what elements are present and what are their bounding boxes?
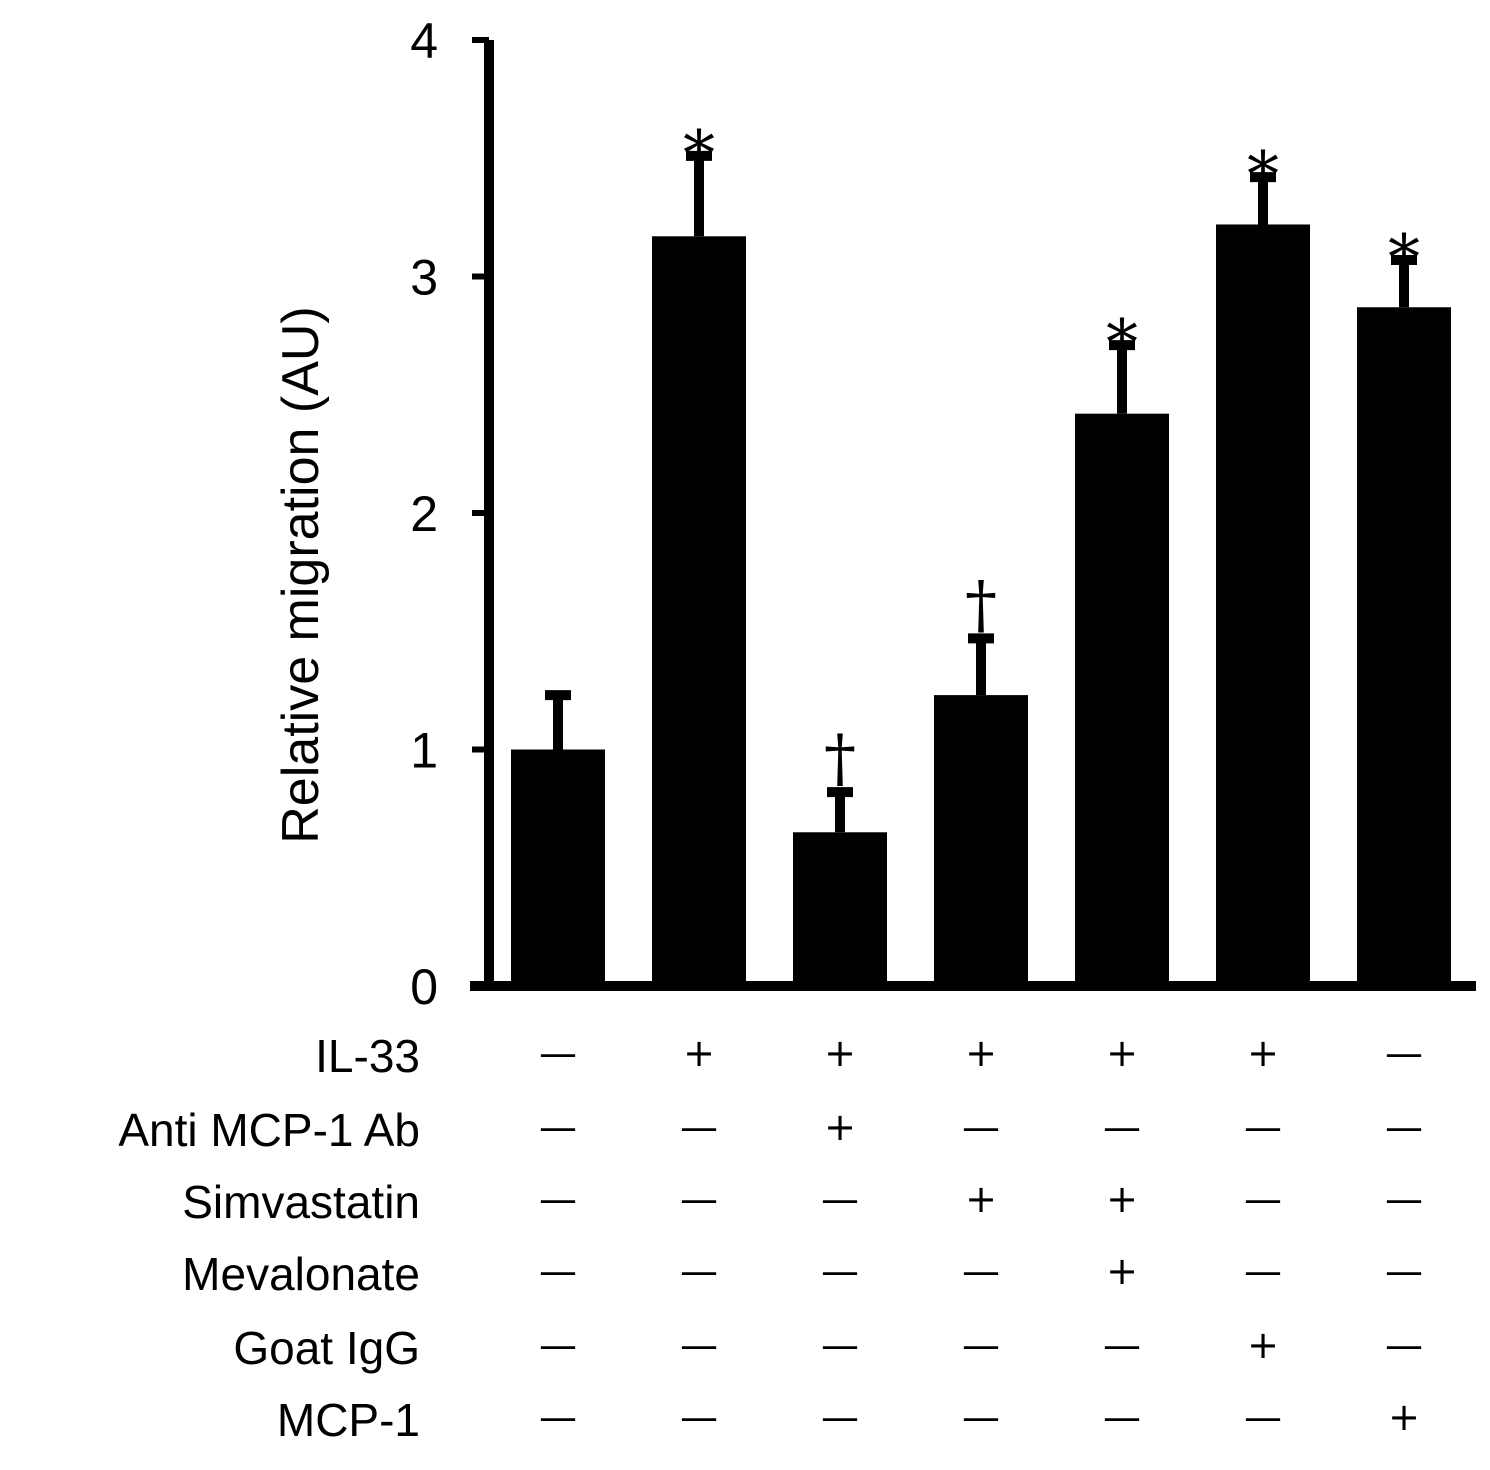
minus-sign: — [1103,1323,1141,1367]
minus-sign: — [1103,1395,1141,1439]
treatment-label: Simvastatin [182,1176,420,1228]
y-tick-label: 1 [410,723,438,779]
minus-sign: — [1244,1105,1282,1149]
treatment-label: Mevalonate [182,1248,420,1300]
minus-sign: — [680,1249,718,1293]
minus-sign: — [962,1249,1000,1293]
minus-sign: — [680,1177,718,1221]
plus-sign: + [1247,1323,1279,1367]
minus-sign: — [539,1323,577,1367]
significance-star: * [1106,307,1138,381]
plus-sign: + [1247,1031,1279,1075]
bar-group-1 [511,749,605,986]
bar-group-6 [1216,224,1310,987]
minus-sign: — [962,1323,1000,1367]
treatment-label: MCP-1 [277,1394,420,1446]
bars [511,224,1451,987]
minus-sign: — [1103,1105,1141,1149]
bar-group-3 [793,832,887,986]
minus-sign: — [1244,1249,1282,1293]
plus-sign: + [965,1031,997,1075]
plus-sign: + [1106,1249,1138,1293]
minus-sign: — [539,1031,577,1075]
y-tick-label: 0 [410,959,438,1015]
y-tick-label: 2 [410,486,438,542]
minus-sign: — [821,1323,859,1367]
error-bars [545,150,1417,833]
plus-sign: + [683,1031,715,1075]
minus-sign: — [821,1249,859,1293]
significance-star: * [1388,222,1420,296]
minus-sign: — [1244,1395,1282,1439]
plus-sign: + [824,1105,856,1149]
significance-dagger: † [824,722,856,796]
treatment-label: Goat IgG [233,1322,420,1374]
significance-marks: * † † * * * [683,118,1420,796]
treatment-table: IL-33 — + + + + + — Anti MCP-1 Ab — — + — — — — Simvasta… [118,1030,1423,1446]
minus-sign: — [680,1395,718,1439]
minus-sign: — [821,1395,859,1439]
minus-sign: — [539,1105,577,1149]
minus-sign: — [680,1323,718,1367]
significance-star: * [1247,139,1279,213]
minus-sign: — [1385,1031,1423,1075]
treatment-label: IL-33 [315,1030,420,1082]
bar-group-2 [652,236,746,987]
plus-sign: + [824,1031,856,1075]
minus-sign: — [1385,1105,1423,1149]
bar-group-5 [1075,413,1169,986]
plus-sign: + [1388,1395,1420,1439]
minus-sign: — [539,1249,577,1293]
bar-group-7 [1357,307,1451,986]
significance-star: * [683,118,715,192]
significance-dagger: † [965,568,997,642]
y-axis-title: Relative migration (AU) [272,306,330,844]
minus-sign: — [539,1177,577,1221]
minus-sign: — [962,1395,1000,1439]
minus-sign: — [1385,1249,1423,1293]
plus-sign: + [1106,1177,1138,1221]
y-tick-label: 3 [410,250,438,306]
minus-sign: — [821,1177,859,1221]
bar-group-4 [934,695,1028,986]
minus-sign: — [539,1395,577,1439]
minus-sign: — [680,1105,718,1149]
plus-sign: + [965,1177,997,1221]
minus-sign: — [1385,1177,1423,1221]
y-ticks: 0 1 2 3 4 [410,13,489,1015]
plus-sign: + [1106,1031,1138,1075]
minus-sign: — [1385,1323,1423,1367]
treatment-label: Anti MCP-1 Ab [118,1104,420,1156]
minus-sign: — [962,1105,1000,1149]
minus-sign: — [1244,1177,1282,1221]
y-tick-label: 4 [410,13,438,69]
